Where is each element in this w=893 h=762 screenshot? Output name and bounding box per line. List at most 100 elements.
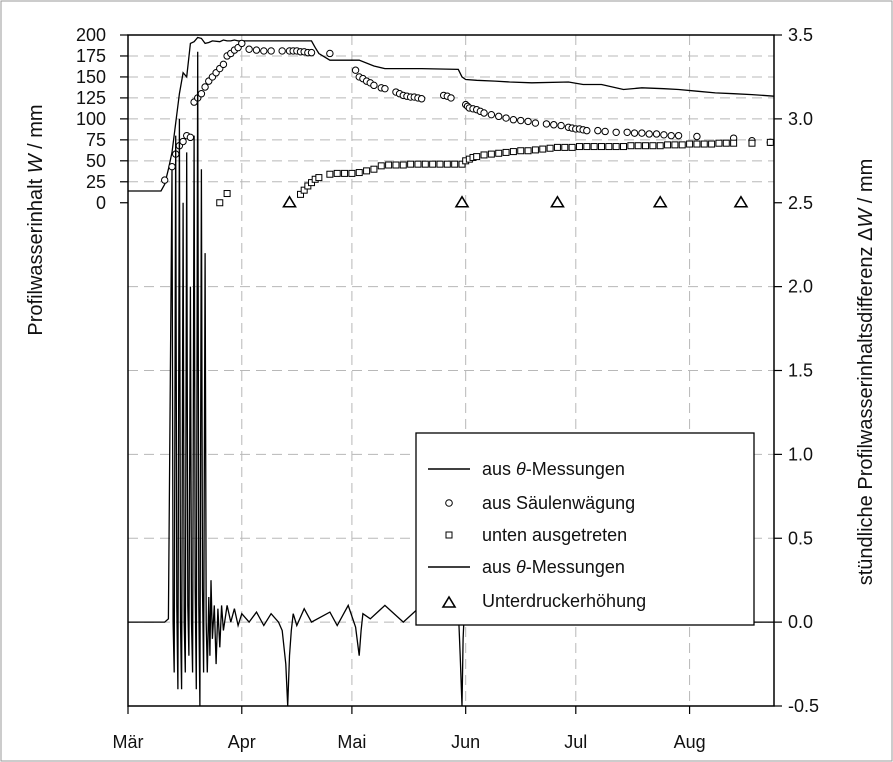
legend-label: Unterdruckerhöhung (482, 591, 646, 611)
y-right-axis-title: stündliche Profilwasserinhaltsdifferenz … (855, 159, 877, 586)
y-left-tick-label: 0 (96, 193, 106, 213)
weighing-point (168, 162, 176, 171)
drainage-point (620, 143, 628, 151)
drainage-point (700, 140, 708, 148)
drainage-point (363, 167, 371, 175)
drainage-point (678, 141, 686, 149)
drainage-point (487, 150, 495, 158)
legend-label: aus θ-Messungen (482, 557, 625, 577)
x-tick-label: Jun (451, 732, 480, 752)
x-tick-label: Aug (674, 732, 706, 752)
data-series (128, 36, 775, 707)
drainage-point (612, 143, 620, 151)
legend-entry: Unterdruckerhöhung (441, 591, 646, 611)
y-right-tick-label: 3.5 (788, 25, 813, 45)
drainage-point (693, 140, 701, 148)
drainage-point (605, 143, 613, 151)
legend-label: aus Säulenwägung (482, 493, 635, 513)
drainage-point (436, 160, 444, 168)
legend-entry: aus θ-Messungen (428, 459, 625, 479)
y-right-tick-label: 0.5 (788, 528, 813, 548)
legend-label: unten ausgetreten (482, 525, 627, 545)
weighing-point (201, 83, 209, 91)
y-left-tick-label: 25 (86, 172, 106, 192)
drainage-point (597, 143, 605, 151)
suction-increase-marker (733, 195, 749, 208)
drainage-point (634, 142, 642, 150)
drainage-point (575, 143, 583, 151)
drainage-point (722, 139, 730, 147)
y-left-tick-label: 175 (76, 46, 106, 66)
drainage-point (392, 161, 400, 169)
drainage-point (429, 160, 437, 168)
drainage-point (708, 140, 716, 148)
weighing-point (370, 81, 378, 90)
y-left-tick-label: 200 (76, 25, 106, 45)
drainage-point (297, 190, 305, 198)
drainage-point (355, 169, 363, 177)
weighing-point (693, 132, 701, 141)
weighing-point (480, 109, 488, 117)
weighing-point (179, 137, 187, 146)
legend-entry: aus θ-Messungen (428, 557, 625, 577)
drainage-point (656, 142, 664, 150)
weighing-point (417, 95, 426, 103)
drainage-point (627, 142, 635, 150)
y-right-tick-label: 2.0 (788, 277, 813, 297)
drainage-point (377, 162, 385, 170)
y-right-tick-label: 1.0 (788, 444, 813, 464)
suction-increase-marker (652, 195, 668, 208)
y-left-tick-label: 50 (86, 151, 106, 171)
drainage-point (766, 138, 774, 146)
drainage-point (348, 169, 356, 177)
legend-circle-symbol (445, 499, 453, 507)
drainage-point (664, 141, 672, 149)
legend-entry: aus Säulenwägung (445, 493, 635, 513)
drainage-point (495, 149, 503, 157)
weighing-point (447, 94, 455, 102)
drainage-point (642, 142, 650, 150)
x-tick-label: Jul (564, 732, 587, 752)
drainage-point (473, 153, 481, 161)
y-left-tick-label: 150 (76, 67, 106, 87)
legend-label: aus θ-Messungen (482, 459, 625, 479)
x-tick-label: Apr (228, 732, 256, 752)
suction-increase-marker (454, 195, 470, 208)
weighing-point (517, 116, 525, 125)
y-left-axis-title: Profilwasserinhalt W / mm (25, 104, 47, 335)
drainage-point (517, 147, 525, 155)
drainage-point (686, 140, 694, 148)
weighing-point (278, 47, 286, 55)
drainage-point (553, 143, 561, 151)
drainage-point (502, 148, 510, 156)
weighing-point (557, 121, 565, 130)
drainage-point (407, 160, 415, 168)
weighing-point (531, 119, 540, 127)
weighing-point (495, 112, 503, 121)
y-right-tick-label: 0.0 (788, 612, 813, 632)
drainage-point (730, 139, 738, 147)
x-tick-label: Mai (337, 732, 366, 752)
x-tick-label: Mär (113, 732, 144, 752)
drainage-point (443, 160, 451, 168)
drainage-point (216, 199, 224, 207)
weighing-point (645, 130, 653, 138)
drainage-point (385, 161, 393, 169)
weighing-point (583, 126, 591, 135)
weighing-point (186, 133, 195, 142)
drainage-point (333, 169, 341, 177)
weighing-point (245, 45, 253, 53)
suction-increase-marker (550, 195, 565, 208)
drainage-point (509, 148, 517, 156)
weighing-point (550, 121, 558, 129)
weighing-point (260, 47, 268, 55)
legend: aus θ-Messungen aus Säulenwägung unten a… (415, 432, 755, 626)
weighing-point (594, 126, 602, 135)
drainage-point (583, 143, 591, 151)
y-left-tick-label: 75 (86, 130, 106, 150)
weighing-point (252, 46, 261, 54)
weighing-point (487, 110, 496, 119)
weighing-point (638, 129, 646, 137)
water-content-line (128, 36, 775, 192)
